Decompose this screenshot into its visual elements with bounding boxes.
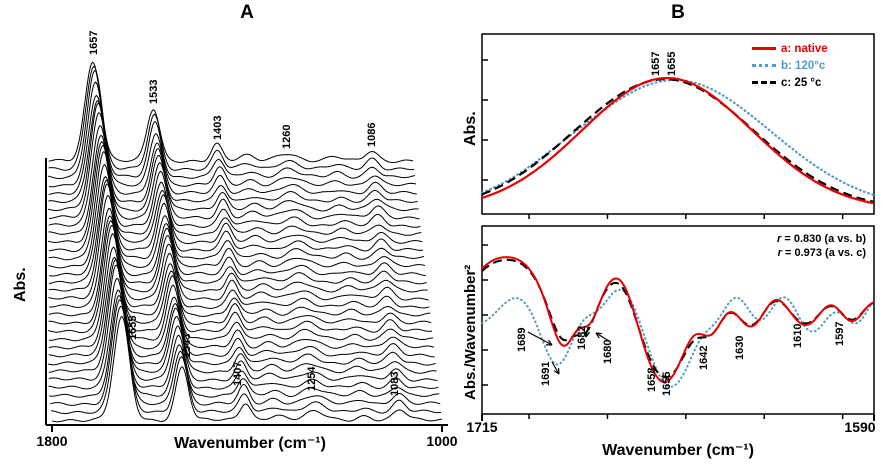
panel-b-bottom-peak-label: 1682 bbox=[576, 325, 588, 350]
panel-b-bottom-peak-label: 1658 bbox=[646, 367, 658, 392]
panel-b-bottom-peak-label: 1691 bbox=[540, 361, 552, 386]
correlation-annotation: r = 0.973 (a vs. c) bbox=[777, 247, 866, 259]
panel-a-title: A bbox=[240, 2, 254, 23]
legend: a: native b: 120°c c: 25 °c bbox=[752, 40, 828, 91]
legend-line-sample bbox=[752, 81, 776, 84]
panel-a-y-axis-label: Abs. bbox=[12, 267, 29, 302]
panel-a-peak-label: 1533 bbox=[148, 79, 160, 104]
panel-a-peak-label: 1083 bbox=[389, 371, 401, 396]
panel-a-peak-label: 1403 bbox=[212, 115, 224, 140]
panel-b-tick-1590: 1590 bbox=[844, 419, 876, 435]
panel-a-peak-label: 1655 bbox=[127, 315, 139, 340]
legend-label: b: 120°c bbox=[781, 59, 826, 72]
panel-b-bottom-peak-label: 1689 bbox=[516, 327, 528, 352]
correlation-annotation: r = 0.830 (a vs. b) bbox=[777, 233, 866, 245]
panel-b-top-peak-label: 1655 bbox=[666, 51, 678, 76]
panel-a-peak-label: 1407 bbox=[232, 361, 244, 386]
panel-b-x-axis-label: Wavenumber (cm⁻¹) bbox=[602, 442, 754, 459]
panel-a-peak-label: 1260 bbox=[281, 124, 293, 149]
panel-b-bottom-peak-label: 1680 bbox=[602, 339, 614, 364]
panel-b-bottom-peak-label: 1655 bbox=[661, 371, 673, 396]
panel-b-bottom-peak-label: 1610 bbox=[792, 323, 804, 348]
panel-a-peak-label: 1657 bbox=[88, 30, 100, 55]
panel-b-top-y-axis-label: Abs. bbox=[462, 111, 479, 146]
panel-a-peak-label: 1254 bbox=[306, 366, 318, 391]
legend-item: a: native bbox=[752, 40, 828, 57]
legend-label: c: 25 °c bbox=[781, 76, 822, 89]
panel-a-x-axis-label: Wavenumber (cm⁻¹) bbox=[174, 435, 326, 452]
legend-line-sample bbox=[752, 64, 776, 67]
panel-a-tick-1000: 1000 bbox=[426, 433, 458, 449]
panel-b-bottom-peak-label: 1597 bbox=[834, 321, 846, 346]
panel-a-tick-1800: 1800 bbox=[36, 433, 68, 449]
panel-b-bottom-peak-label: 1630 bbox=[734, 335, 746, 360]
panel-b-top-peak-label: 1657 bbox=[650, 51, 662, 76]
panel-a-peak-label: 1086 bbox=[366, 122, 378, 147]
panel-b-title: B bbox=[671, 2, 685, 23]
panel-b-bottom-peak-label: 1642 bbox=[698, 345, 710, 370]
legend-item: b: 120°c bbox=[752, 57, 828, 74]
panel-a-peak-label: 1543 bbox=[181, 333, 193, 358]
legend-label: a: native bbox=[781, 42, 828, 55]
panel-b-tick-1715: 1715 bbox=[466, 419, 498, 435]
legend-line-sample bbox=[752, 47, 776, 50]
legend-item: c: 25 °c bbox=[752, 74, 828, 91]
correlation-annotations: r = 0.830 (a vs. b) r = 0.973 (a vs. c) bbox=[600, 232, 866, 260]
panel-b-bottom-y-axis-label: Abs./Wavenumber² bbox=[462, 264, 479, 400]
